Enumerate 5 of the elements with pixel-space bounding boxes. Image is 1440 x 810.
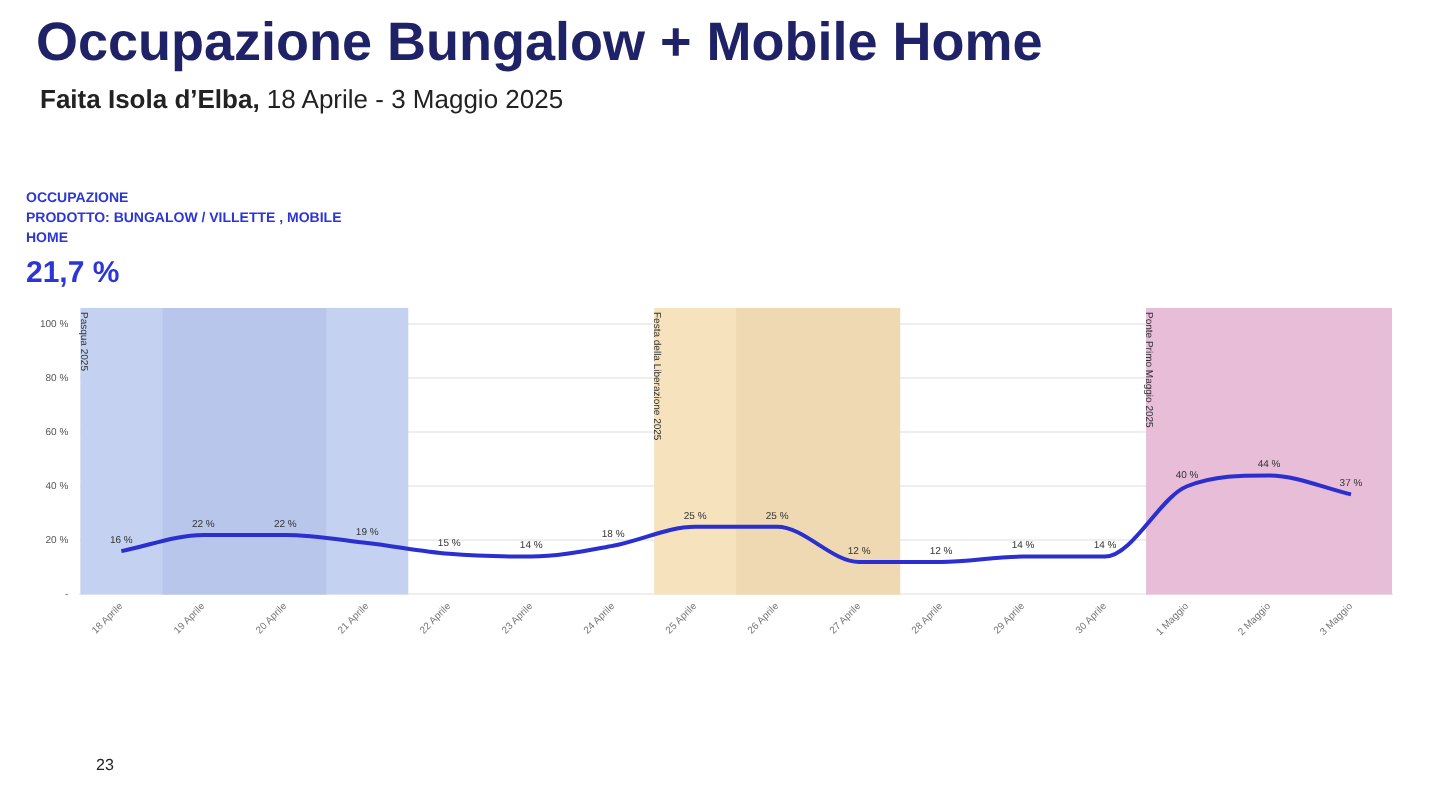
- text: 23: [96, 756, 114, 774]
- text: 21,7 %: [26, 256, 120, 290]
- line-series: [119, 473, 1354, 564]
- chart-title: Occupazione Bungalow + Mobile Home: [36, 12, 1043, 74]
- chart-subtitle: Faita Isola d’Elba, 18 Aprile - 3 Maggio 2025: [40, 84, 564, 114]
